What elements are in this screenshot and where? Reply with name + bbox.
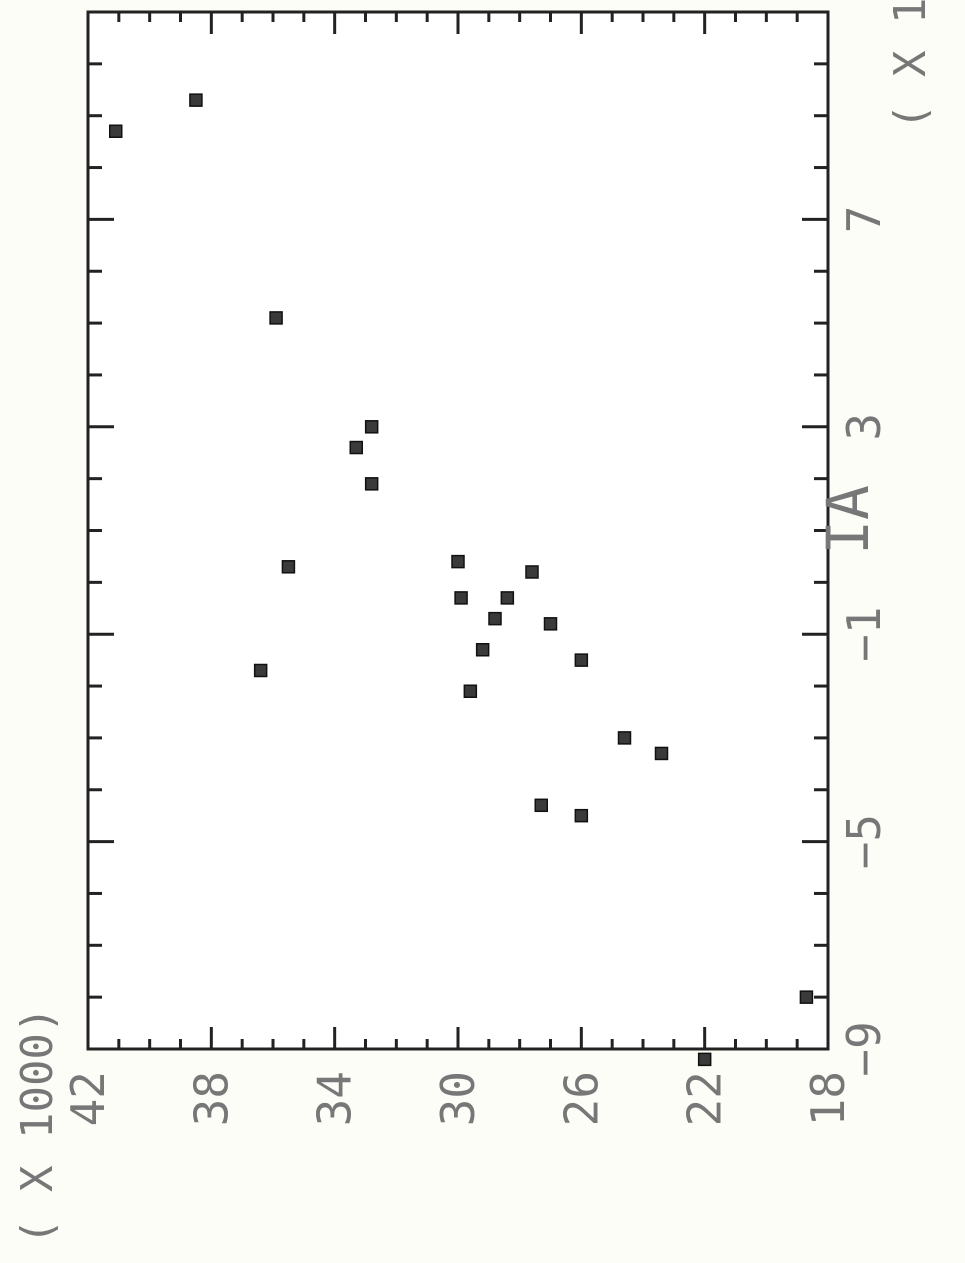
data-point — [451, 554, 465, 569]
data-point — [534, 798, 548, 813]
x-tick-label: −9 — [837, 1021, 891, 1076]
data-point — [488, 611, 502, 626]
x-tick-label: −5 — [837, 814, 891, 869]
data-point — [253, 663, 268, 678]
x-tick-label: 3 — [837, 413, 891, 441]
axis-ticks — [86, 10, 830, 1051]
data-point — [364, 420, 379, 434]
data-point — [574, 653, 589, 667]
y-tick-label: 38 — [184, 1071, 238, 1126]
y-tick-labels: 18 22 26 30 34 38 42 — [61, 1071, 855, 1126]
y-tick-label: 22 — [678, 1071, 732, 1126]
y-tick-label: 30 — [431, 1071, 485, 1126]
data-point — [799, 990, 814, 1004]
data-point — [189, 93, 203, 107]
data-point — [463, 684, 478, 698]
data-point — [281, 560, 296, 574]
data-point — [697, 1052, 712, 1067]
data-point — [543, 617, 558, 631]
x-tick-label: −1 — [837, 607, 891, 662]
x-multiplier-label: ( X 1 — [885, 0, 936, 130]
y-tick-label: 42 — [61, 1071, 115, 1126]
y-tick-label: 34 — [308, 1071, 362, 1126]
data-point — [269, 311, 283, 325]
plot-frame — [86, 10, 830, 1051]
data-point — [109, 124, 123, 139]
data-point — [454, 591, 468, 605]
y-tick-label: 18 — [801, 1071, 855, 1126]
data-point — [364, 477, 379, 491]
data-point — [475, 643, 490, 657]
y-multiplier-label: ( X 1000) — [12, 1007, 63, 1245]
y-tick-label: 26 — [554, 1071, 608, 1126]
x-tick-labels: −9 −5 −1 3 7 — [837, 206, 891, 1077]
data-point — [349, 440, 363, 455]
data-point — [525, 565, 539, 579]
data-point — [574, 808, 589, 823]
data-point — [654, 746, 669, 761]
data-point — [500, 591, 515, 605]
x-axis-label: IA — [814, 485, 882, 555]
data-points — [109, 93, 814, 1067]
data-point — [617, 731, 632, 745]
x-tick-label: 7 — [837, 206, 891, 234]
